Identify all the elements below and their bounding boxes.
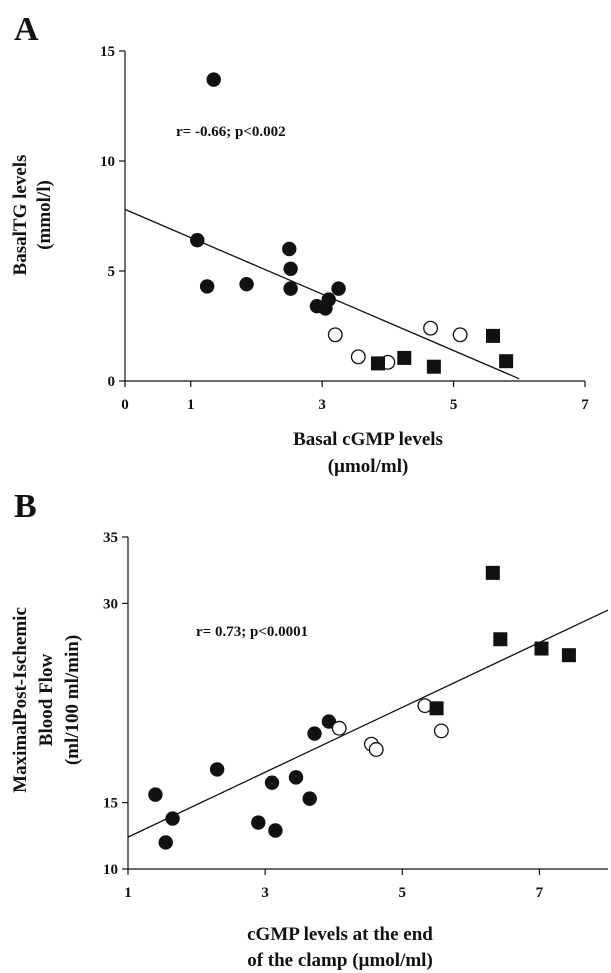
panel-a-xlabel-line-2: (µmol/ml)	[328, 456, 409, 477]
panel-b-point-open-circle	[331, 720, 347, 736]
panel-b: B r= 0.73; p<0.0001 cGMP levels at the e…	[10, 488, 609, 971]
panel-a-point-filled-square	[371, 356, 385, 371]
panel-b-x-tick-label: 5	[399, 885, 407, 901]
panel-a-x-tick-label: 1	[187, 397, 195, 413]
panel-a-point-filled-square	[486, 328, 500, 343]
panel-b-xlabel-line-2: of the clamp (µmol/ml)	[247, 950, 433, 971]
panel-b-point-open-circle	[433, 723, 449, 739]
panel-a-point-filled-circle	[282, 241, 297, 257]
panel-b-point-filled-circle	[251, 815, 266, 830]
panel-a-y-tick-label: 5	[108, 264, 116, 280]
panel-a-point-open-circle	[350, 349, 366, 365]
panel-b-point-filled-circle	[264, 775, 280, 790]
panel-a-xlabel-line-1: Basal cGMP levels	[293, 429, 443, 450]
panel-b-y-tick-label: 15	[103, 796, 118, 812]
panel-b-point-filled-circle	[209, 762, 225, 777]
panel-a-y-tick-label: 10	[100, 154, 115, 170]
panel-b-regression-line	[127, 609, 609, 838]
panel-a-regression-line	[124, 208, 520, 380]
panel-a-point-filled-circle	[190, 233, 205, 248]
panel-a-point-open-circle	[452, 327, 468, 343]
panel-a-point-filled-square	[426, 359, 441, 374]
panel-a-x-tick-label: 5	[450, 397, 458, 413]
panel-a-label: A	[14, 11, 39, 48]
panel-b-point-filled-circle	[165, 811, 180, 826]
panel-a-ylabel-line-2: (mmol/l)	[34, 180, 55, 250]
panel-a-point-open-circle	[423, 320, 439, 336]
panel-b-point-filled-square	[561, 648, 576, 663]
panel-a-point-filled-circle	[283, 281, 298, 296]
panel-a-y-tick-label: 0	[108, 374, 116, 390]
panel-a: A r= -0.66; p<0.002 Basal cGMP levels (µ…	[10, 11, 589, 477]
panel-b-y-tick-label: 35	[103, 530, 118, 546]
panel-a-x-tick-label: 7	[581, 397, 589, 413]
panel-a-point-open-circle	[327, 327, 343, 343]
panel-a-point-filled-circle	[331, 281, 346, 296]
panel-b-y-tick-label: 10	[103, 862, 118, 878]
panel-b-point-filled-square	[429, 701, 444, 716]
panel-a-point-filled-circle	[239, 277, 254, 292]
panel-b-ylabel-line-1: MaximalPost-Ischemic	[10, 607, 31, 793]
panel-a-annotation: r= -0.66; p<0.002	[176, 124, 286, 140]
panel-b-xlabel-line-1: cGMP levels at the end	[247, 924, 433, 945]
panel-a-point-filled-circle	[199, 279, 215, 294]
panel-a-point-filled-square	[397, 350, 412, 365]
panel-b-x-tick-label: 3	[261, 885, 269, 901]
panel-a-y-tick-label: 15	[100, 44, 115, 60]
panel-a-x-tick-label: 0	[121, 397, 129, 413]
panel-b-point-filled-circle	[268, 823, 283, 838]
panel-b-point-filled-square	[493, 632, 508, 647]
panel-a-ylabel-line-1: BasalTG levels	[10, 155, 31, 276]
panel-a-point-filled-circle	[321, 292, 336, 307]
panel-b-ylabel-line-3: (ml/100 ml/min)	[62, 635, 83, 765]
panel-b-label: B	[14, 488, 37, 525]
panel-b-point-filled-circle	[302, 791, 317, 806]
panel-b-ylabel-line-2: Blood Flow	[36, 654, 57, 747]
panel-a-x-tick-label: 3	[318, 397, 326, 413]
panel-b-point-open-circle	[368, 742, 384, 757]
panel-b-point-filled-square	[534, 641, 549, 656]
panel-b-y-tick-label: 30	[103, 596, 118, 612]
panel-b-x-tick-label: 7	[536, 885, 544, 901]
panel-b-point-filled-circle	[148, 787, 163, 802]
panel-b-x-tick-label: 1	[124, 885, 132, 901]
panel-b-point-filled-circle	[288, 770, 304, 785]
panel-b-annotation: r= 0.73; p<0.0001	[196, 624, 308, 640]
panel-a-point-filled-circle	[283, 261, 298, 276]
panel-b-point-filled-square	[485, 565, 500, 580]
panel-a-point-filled-circle	[206, 72, 221, 87]
panel-b-point-filled-circle	[158, 835, 173, 850]
panel-a-point-filled-square	[499, 354, 514, 369]
panel-b-point-filled-circle	[307, 726, 322, 741]
